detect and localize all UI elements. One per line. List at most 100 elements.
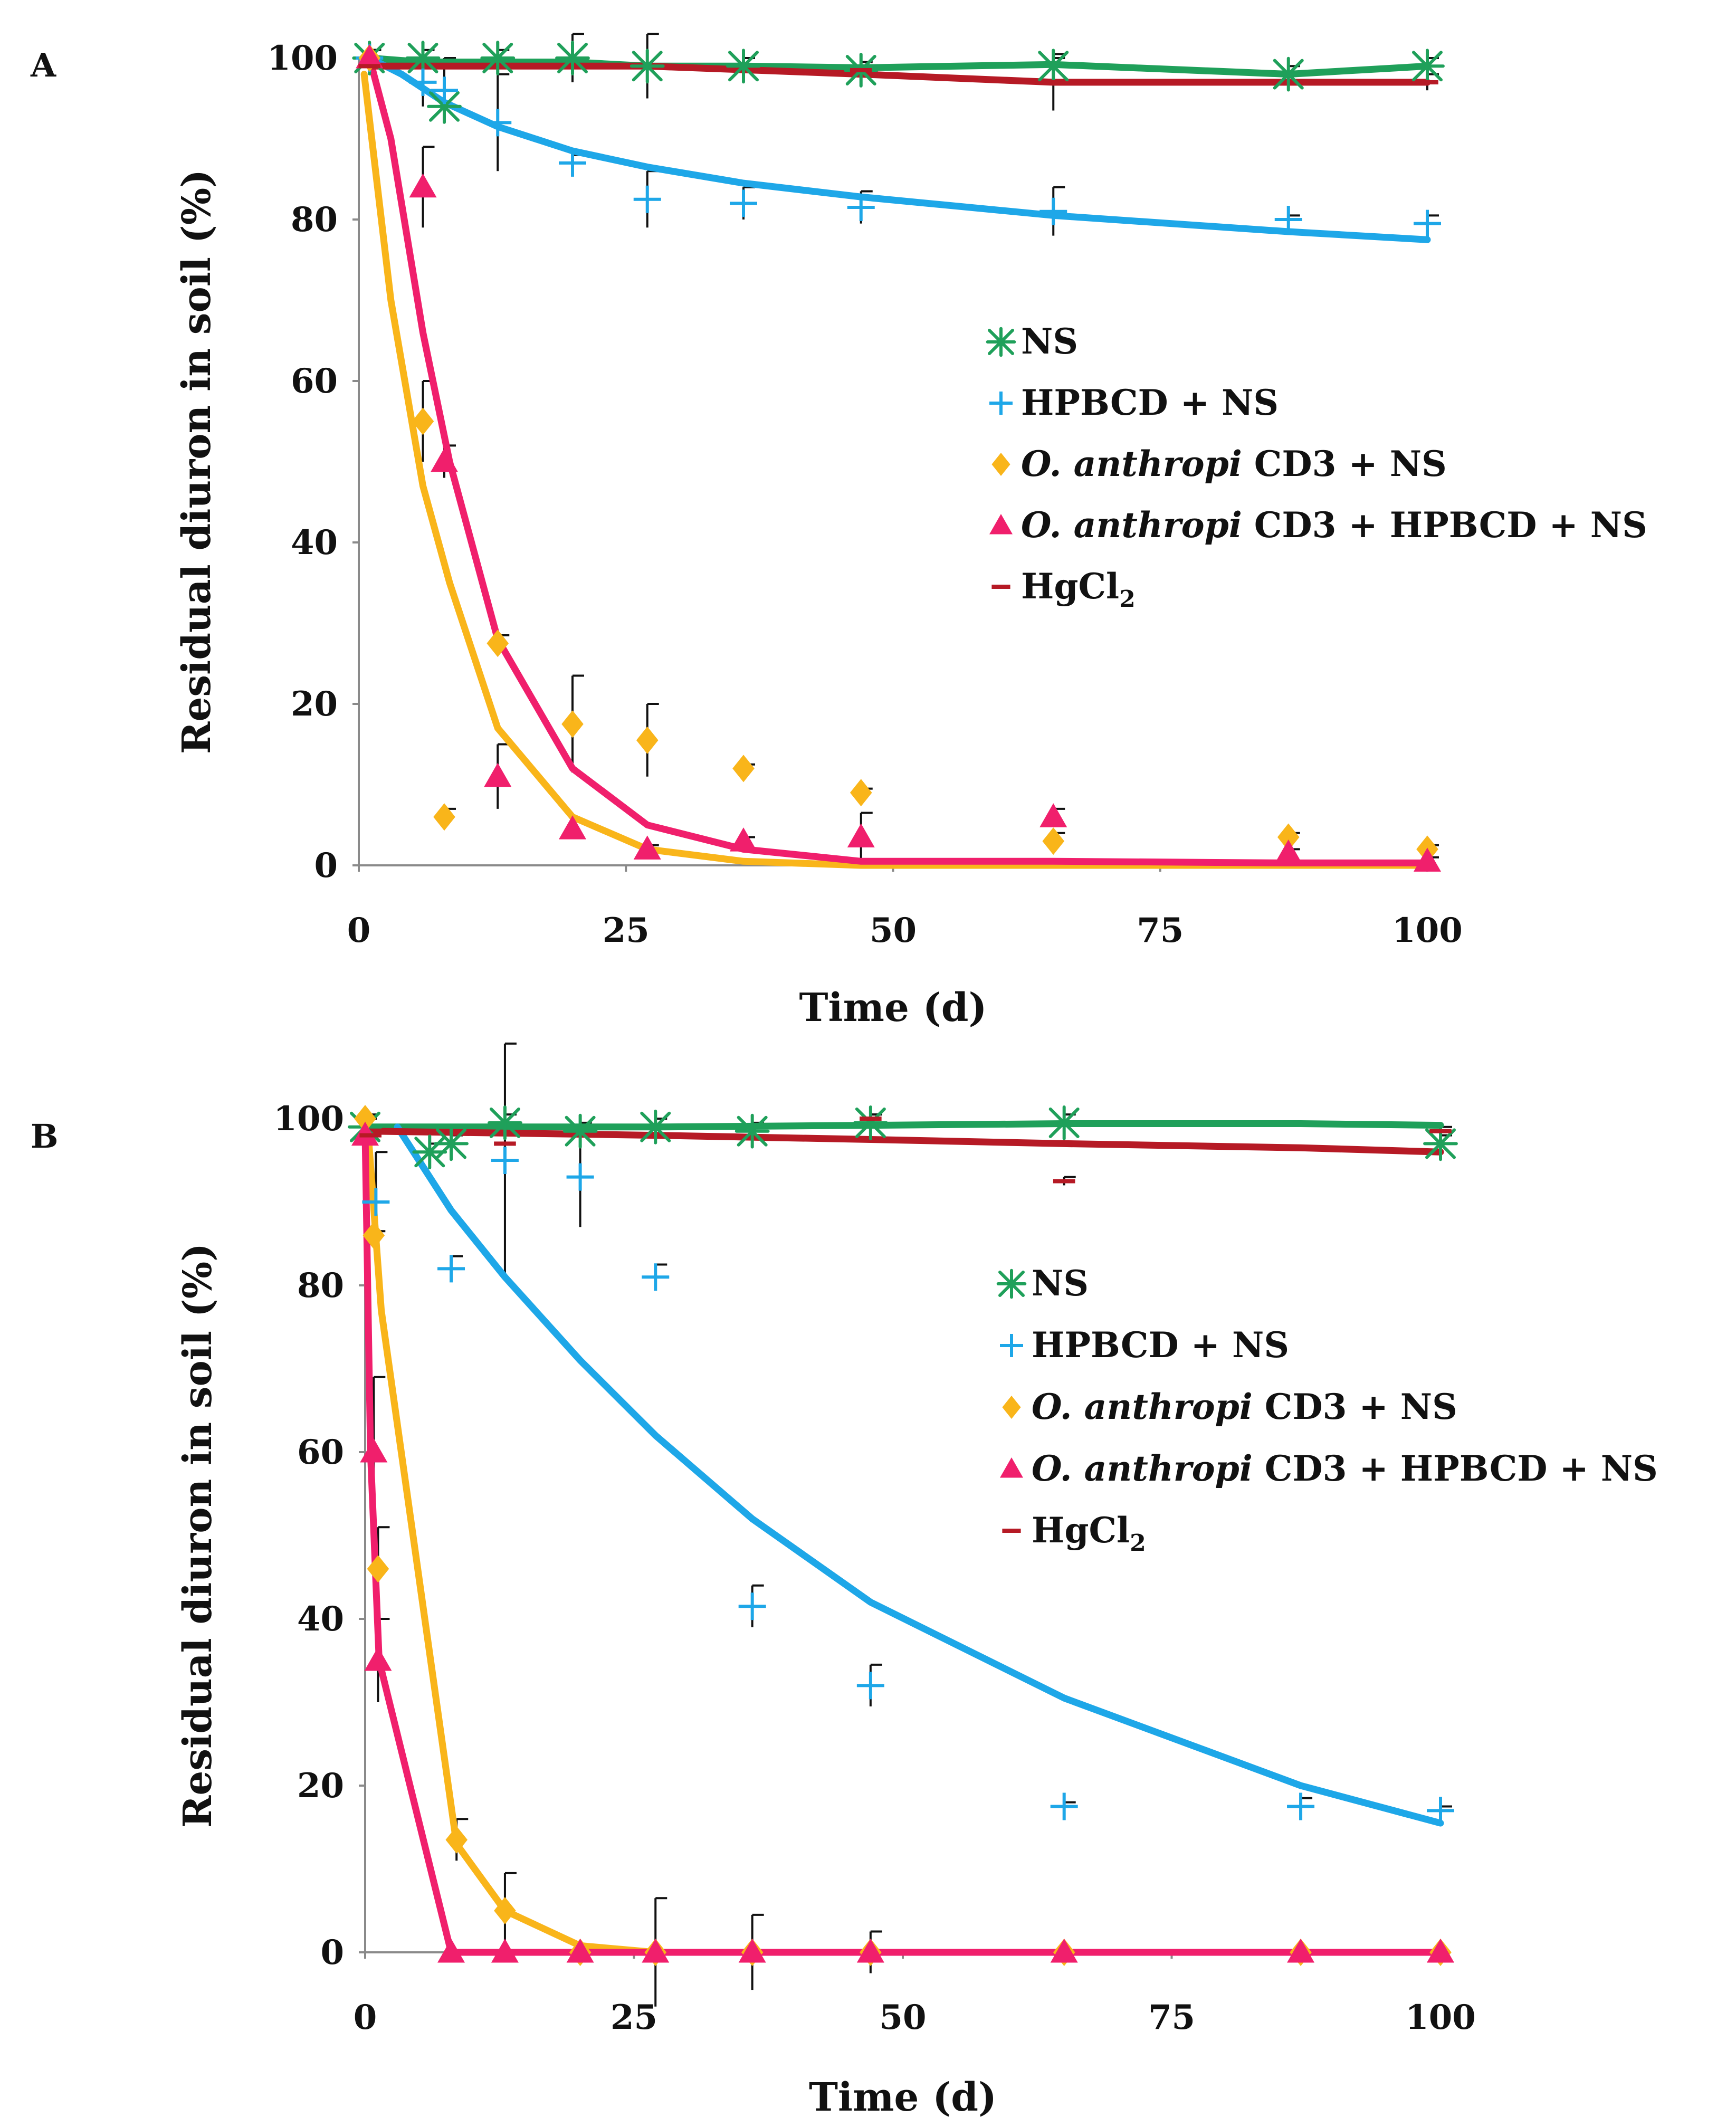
y-tick-label: 20 [297, 1766, 344, 1806]
error-bars-2 [364, 1113, 882, 2007]
series-fit-line-2 [365, 1132, 1444, 1956]
data-point [1039, 197, 1067, 225]
data-point [1287, 1939, 1315, 1963]
legend-label: HPBCD + NS [1032, 1324, 1289, 1366]
data-point [488, 1105, 522, 1140]
y-tick-label: 60 [291, 361, 338, 401]
data-point [629, 49, 665, 84]
data-point [364, 1647, 392, 1671]
data-point [1277, 823, 1300, 851]
data-point [1050, 1939, 1078, 1963]
data-point [1414, 209, 1441, 237]
data-point [847, 823, 875, 847]
x-tick-label: 100 [1405, 1998, 1476, 2037]
data-point [433, 803, 455, 831]
data-point [1271, 56, 1306, 92]
legend-marker [991, 585, 1010, 589]
series-markers-2 [354, 1105, 1452, 1966]
legend-label: NS [1032, 1263, 1089, 1304]
x-tick-label: 25 [603, 911, 650, 950]
data-point [409, 68, 437, 96]
series-markers-3 [356, 44, 1441, 872]
series-markers-2 [358, 44, 1438, 863]
series-fit-line-3 [361, 1132, 1444, 1956]
data-point [405, 41, 441, 75]
y-tick-label: 60 [297, 1433, 344, 1472]
x-tick-label: 75 [1137, 911, 1184, 950]
y-tick-label: 100 [267, 39, 338, 78]
data-point [1046, 1105, 1082, 1140]
y-tick-label: 40 [291, 523, 338, 562]
x-axis-title: Time (d) [799, 985, 987, 1031]
data-point [1423, 1126, 1458, 1161]
legend-label: HgCl2 [1021, 566, 1136, 613]
data-point [566, 1939, 594, 1963]
data-point [356, 44, 384, 69]
data-point [363, 1222, 385, 1250]
data-point [354, 1105, 376, 1132]
series-markers-4 [359, 1117, 1452, 1184]
legend-marker [996, 1268, 1027, 1299]
data-point [730, 827, 757, 852]
y-axis-title: Residual diuron in soil (%) [175, 1243, 221, 1828]
legend-label: O. anthropi CD3 + HPBCD + NS [1032, 1448, 1658, 1489]
data-point [427, 89, 462, 124]
data-point [362, 1188, 390, 1216]
data-point [1427, 1797, 1454, 1825]
data-point [1274, 840, 1302, 864]
series-markers-4 [358, 64, 1438, 84]
data-point [860, 1117, 882, 1121]
series-markers-0 [352, 41, 1445, 124]
data-point [1039, 803, 1067, 827]
x-tick-label: 0 [347, 911, 371, 950]
data-point [633, 185, 661, 213]
data-point [735, 1113, 770, 1149]
legend-label-base: HgCl [1021, 566, 1119, 607]
data-point [359, 1133, 381, 1138]
data-point [856, 1672, 884, 1700]
data-point [1036, 49, 1071, 84]
data-point [480, 41, 516, 75]
series-markers-0 [348, 1105, 1458, 1170]
series-markers-1 [362, 1147, 1454, 1825]
y-tick-label: 40 [297, 1599, 344, 1639]
data-point [437, 1939, 465, 1963]
data-point [484, 762, 512, 787]
series-markers-1 [356, 44, 1441, 237]
data-point [853, 1105, 888, 1140]
legend-label: NS [1021, 321, 1078, 362]
data-point [1414, 847, 1441, 872]
x-tick-label: 50 [879, 1998, 926, 2037]
x-tick-label: 100 [1392, 911, 1463, 950]
y-tick-label: 0 [314, 846, 338, 885]
data-point [409, 173, 437, 198]
error-bars-1 [375, 1042, 1452, 1815]
legend-label-italic: O. anthropi [1032, 1386, 1253, 1427]
y-tick-label: 100 [273, 1099, 344, 1139]
x-tick-label: 50 [870, 911, 917, 950]
data-point [1042, 80, 1065, 84]
legend-label-italic: O. anthropi [1021, 504, 1242, 546]
y-tick-label: 80 [297, 1266, 344, 1305]
legend-marker [989, 514, 1013, 535]
legend-marker [1002, 1529, 1021, 1533]
data-point [358, 64, 381, 69]
data-point [431, 77, 458, 104]
data-point [484, 109, 512, 137]
series-markers-3 [351, 1121, 1454, 1963]
legend-label: O. anthropi CD3 + NS [1032, 1386, 1457, 1427]
data-point [730, 189, 757, 217]
data-point [642, 1939, 670, 1963]
data-point [856, 1939, 884, 1963]
legend-marker [986, 327, 1016, 357]
data-point [562, 1113, 598, 1149]
legend-label-rest: CD3 + HPBCD + NS [1253, 1448, 1658, 1489]
data-point [487, 629, 509, 657]
data-point [445, 1826, 468, 1854]
legend-marker [989, 392, 1013, 415]
series-fit-line-4 [366, 62, 1431, 86]
legend-marker [1000, 1457, 1023, 1478]
legend-marker [991, 453, 1010, 476]
